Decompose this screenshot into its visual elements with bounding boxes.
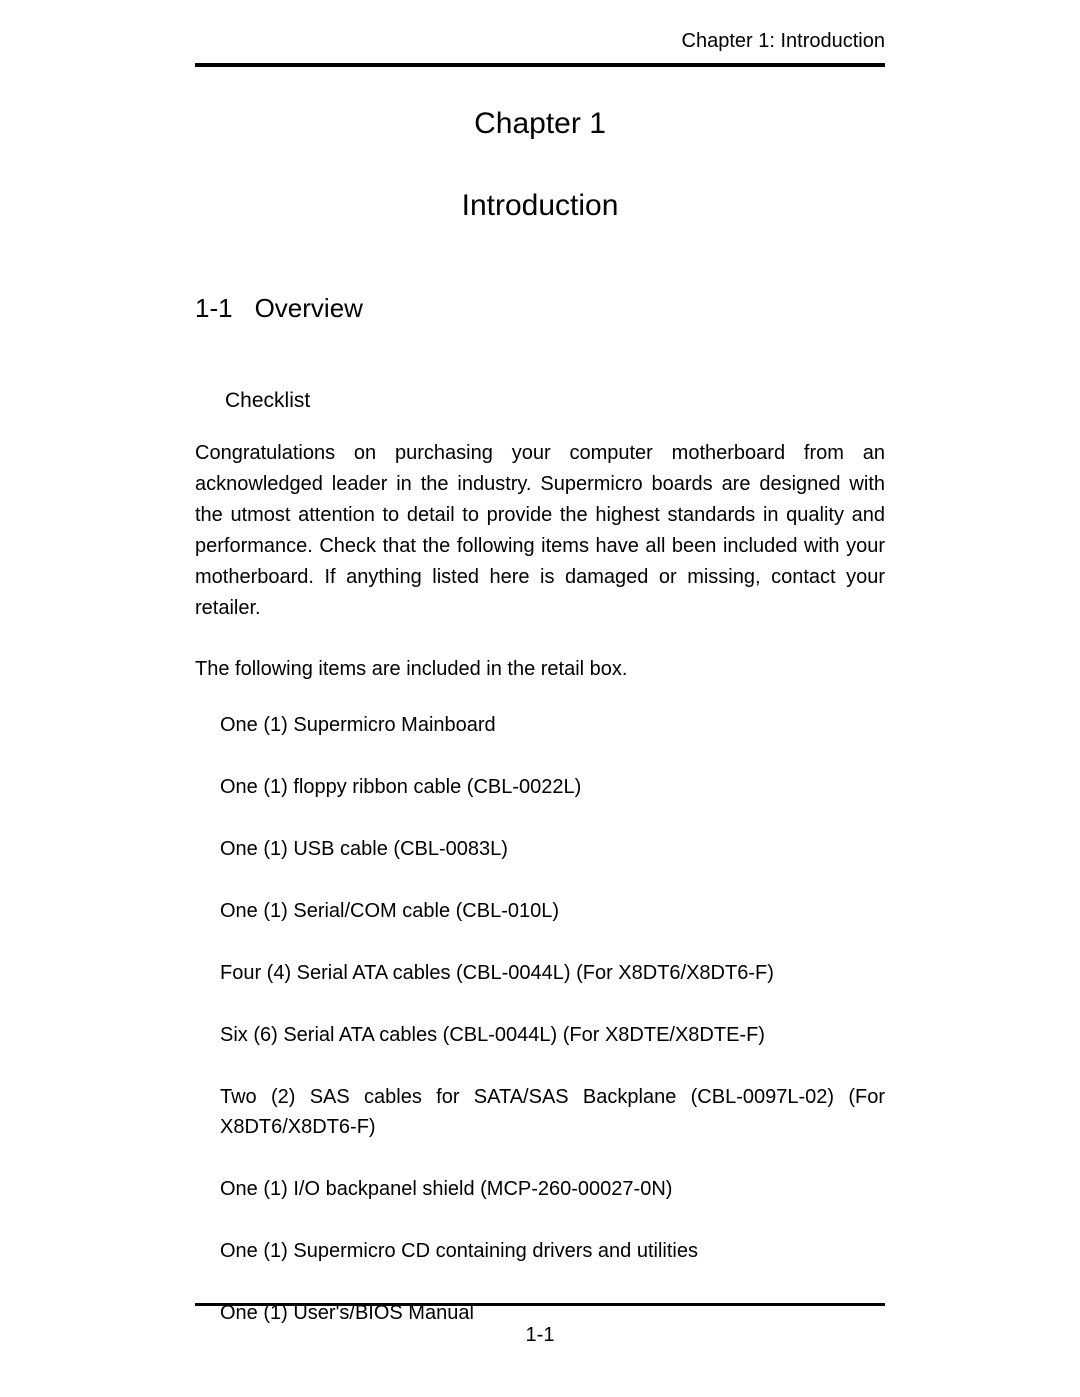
checklist-item: One (1) Supermicro CD containing drivers… xyxy=(220,1236,885,1266)
chapter-label: Chapter 1 xyxy=(195,107,885,141)
checklist-item: One (1) Serial/COM cable (CBL-010L) xyxy=(220,896,885,926)
checklist-item: Two (2) SAS cables for SATA/SAS Backplan… xyxy=(220,1082,885,1142)
page-footer: 1-1 xyxy=(195,1303,885,1347)
intro-paragraph: Congratulations on purchasing your compu… xyxy=(195,438,885,624)
bottom-rule xyxy=(195,1303,885,1306)
checklist-item: One (1) I/O backpanel shield (MCP-260-00… xyxy=(220,1174,885,1204)
checklist-item: One (1) ﬂoppy ribbon cable (CBL-0022L) xyxy=(220,772,885,802)
checklist-item: One (1) USB cable (CBL-0083L) xyxy=(220,834,885,864)
subsection-heading: Checklist xyxy=(225,389,885,413)
checklist-item: One (1) Supermicro Mainboard xyxy=(220,710,885,740)
top-rule xyxy=(195,63,885,67)
section-title: Overview xyxy=(255,293,363,324)
section-number: 1-1 xyxy=(195,293,233,324)
checklist-item: Six (6) Serial ATA cables (CBL-0044L) (F… xyxy=(220,1020,885,1050)
page-container: Chapter 1: Introduction Chapter 1 Introd… xyxy=(0,0,1080,1397)
section-heading: 1-1 Overview xyxy=(195,293,885,324)
checklist-items: One (1) Supermicro Mainboard One (1) ﬂop… xyxy=(220,710,885,1328)
page-number: 1-1 xyxy=(195,1324,885,1347)
checklist-intro: The following items are included in the … xyxy=(195,654,885,685)
chapter-title: Introduction xyxy=(195,189,885,223)
running-header: Chapter 1: Introduction xyxy=(195,30,885,53)
checklist-item: Four (4) Serial ATA cables (CBL-0044L) (… xyxy=(220,958,885,988)
